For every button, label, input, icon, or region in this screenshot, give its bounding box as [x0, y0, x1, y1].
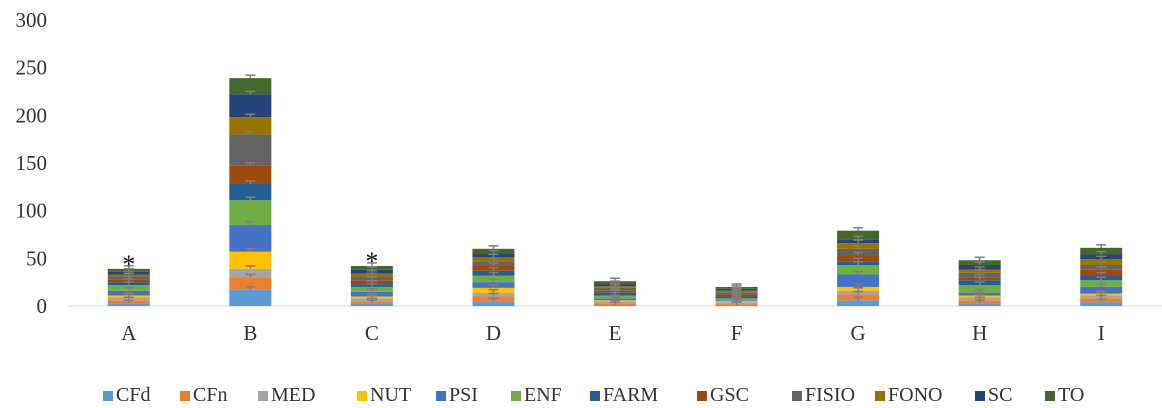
legend-swatch-cfd — [103, 391, 113, 401]
annotations: * * — [122, 247, 378, 279]
significance-asterisk: * — [365, 247, 378, 276]
legend-label-gsc: GSC — [710, 384, 749, 406]
y-tick-label: 0 — [37, 294, 48, 318]
legend-swatch-farm — [590, 391, 600, 401]
bar-segment-fono-b — [229, 117, 272, 135]
bar-segment-psi-b — [229, 224, 272, 252]
bar-segment-cfn-b — [229, 277, 272, 290]
bars — [107, 78, 1123, 306]
x-tick-label: B — [243, 321, 257, 345]
bar-segment-enf-g — [837, 265, 880, 275]
y-tick-label: 200 — [16, 103, 48, 127]
bar-segment-to-g — [837, 230, 880, 240]
legend-label-fono: FONO — [888, 384, 942, 406]
bar-segment-cfd-a — [107, 303, 150, 306]
legend-swatch-sc — [975, 391, 985, 401]
legend-swatch-gsc — [697, 391, 707, 401]
x-axis-labels: A B C D E F G H I — [121, 321, 1105, 345]
legend-swatch-fisio — [792, 391, 802, 401]
x-tick-label: G — [851, 321, 866, 345]
bar-segment-gsc-b — [229, 165, 272, 184]
legend: CFd CFn MED NUT PSI ENF FARM GSC FISIO FONO SC TO — [103, 384, 1084, 406]
significance-asterisk: * — [122, 250, 135, 279]
error-bars — [123, 74, 1107, 306]
bar-segment-enf-h — [958, 285, 1001, 293]
x-tick-label: I — [1098, 321, 1105, 345]
y-tick-label: 300 — [16, 8, 48, 32]
y-tick-label: 150 — [16, 151, 48, 175]
legend-label-cfd: CFd — [116, 384, 150, 406]
legend-swatch-cfn — [180, 391, 190, 401]
legend-label-farm: FARM — [603, 384, 658, 406]
x-tick-label: F — [731, 321, 743, 345]
bar-segment-cfd-d — [472, 301, 515, 306]
legend-label-enf: ENF — [524, 384, 562, 406]
legend-label-nut: NUT — [370, 384, 411, 406]
y-tick-label: 50 — [26, 246, 47, 270]
bar-segment-cfd-f — [715, 305, 758, 306]
bar-segment-cfd-b — [229, 289, 272, 306]
y-tick-label: 250 — [16, 56, 48, 80]
legend-label-fisio: FISIO — [805, 384, 855, 406]
legend-label-psi: PSI — [449, 384, 478, 406]
x-tick-label: C — [365, 321, 379, 345]
bar-segment-cfd-e — [594, 305, 636, 306]
legend-swatch-psi — [436, 391, 446, 401]
bar-segment-med-b — [229, 268, 272, 278]
legend-swatch-med — [258, 391, 268, 401]
legend-label-to: TO — [1058, 384, 1084, 406]
bar-segment-psi-g — [837, 274, 880, 287]
legend-label-med: MED — [271, 384, 315, 406]
bar-segment-cfd-h — [958, 303, 1001, 306]
bar-segment-to-b — [229, 78, 272, 95]
legend-swatch-nut — [357, 391, 367, 401]
legend-label-sc: SC — [988, 384, 1012, 406]
x-tick-label: D — [486, 321, 501, 345]
bar-segment-cfd-c — [350, 303, 393, 306]
bar-segment-fisio-b — [229, 134, 272, 166]
legend-swatch-enf — [511, 391, 521, 401]
legend-swatch-to — [1045, 391, 1055, 401]
x-tick-label: H — [972, 321, 987, 345]
x-tick-label: A — [121, 321, 137, 345]
x-tick-label: E — [609, 321, 622, 345]
legend-label-cfn: CFn — [193, 384, 227, 406]
legend-swatch-fono — [875, 391, 885, 401]
bar-segment-cfd-g — [837, 300, 880, 306]
bar-segment-sc-b — [229, 94, 272, 118]
y-tick-label: 100 — [16, 199, 48, 223]
bar-segment-farm-b — [229, 183, 272, 201]
bar-segment-cfd-i — [1080, 302, 1123, 306]
y-axis: 0 50 100 150 200 250 300 — [16, 8, 48, 318]
bar-segment-enf-b — [229, 200, 272, 225]
bar-segment-nut-b — [229, 251, 272, 269]
